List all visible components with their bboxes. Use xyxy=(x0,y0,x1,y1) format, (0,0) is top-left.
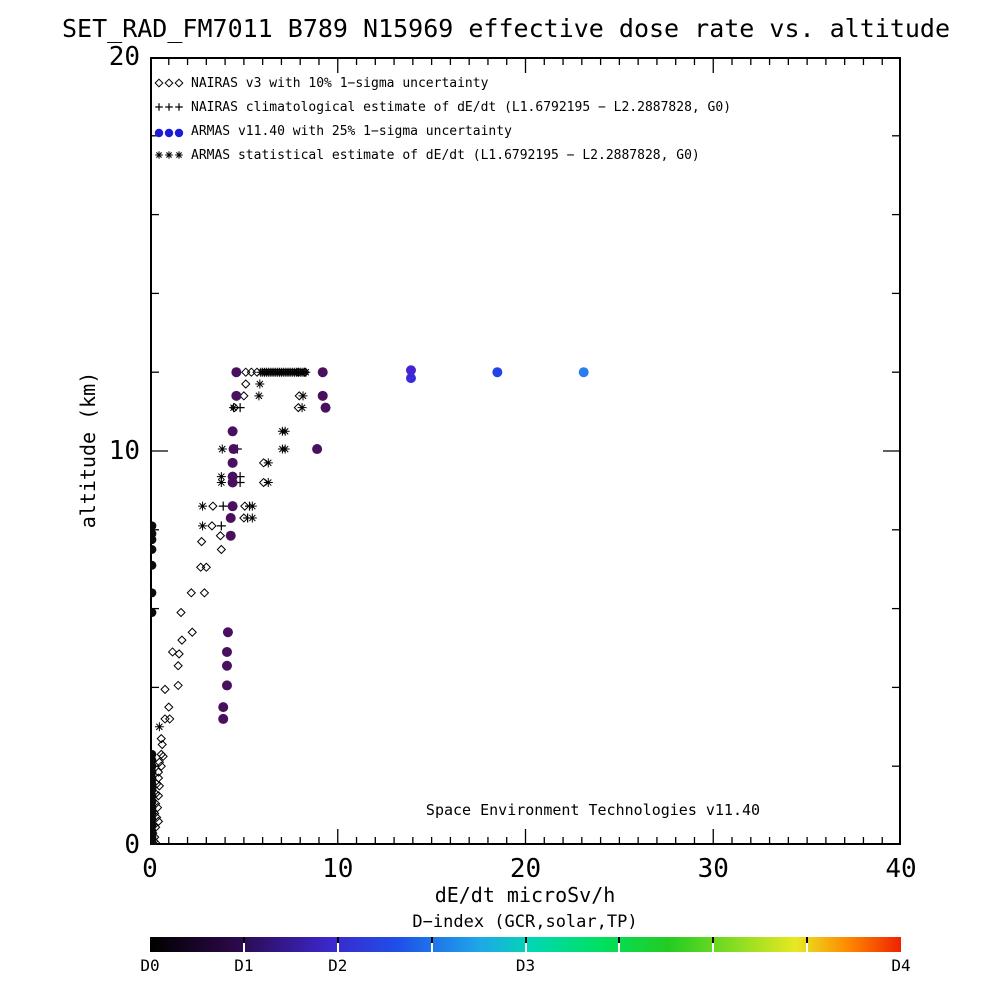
series-armas-statistical xyxy=(154,367,311,732)
colorbar-tick xyxy=(430,937,433,943)
legend-row-armas-statistical: ARMAS statistical estimate of dE/dt (L1.… xyxy=(152,143,731,167)
x-tick-label: 30 xyxy=(697,854,729,884)
x-tick-label: 40 xyxy=(885,854,917,884)
x-tick-label: 10 xyxy=(322,854,354,884)
legend: NAIRAS v3 with 10% 1−sigma uncertainty N… xyxy=(152,71,731,167)
colorbar-separator xyxy=(430,937,433,952)
colorbar-separator xyxy=(712,937,715,952)
x-axis-label: dE/dt microSv/h xyxy=(434,883,616,907)
colorbar xyxy=(150,937,901,952)
legend-row-armas-v11: ARMAS v11.40 with 25% 1−sigma uncertaint… xyxy=(152,119,731,143)
series-armas-v11-40-d2-blue- xyxy=(492,367,503,378)
colorbar-tick-label: D0 xyxy=(140,956,160,975)
legend-label: ARMAS v11.40 with 25% 1−sigma uncertaint… xyxy=(191,123,512,139)
colorbar-separator xyxy=(524,937,527,952)
y-tick-label: 10 xyxy=(108,436,140,466)
legend-label: NAIRAS v3 with 10% 1−sigma uncertainty xyxy=(191,75,489,91)
plot-svg xyxy=(150,57,901,845)
legend-label: NAIRAS climatological estimate of dE/dt … xyxy=(191,99,732,115)
series-armas-v11-40-d1-d2-violet- xyxy=(405,365,416,376)
asterisk-marker-icon xyxy=(155,151,183,159)
colorbar-tick xyxy=(524,937,527,943)
legend-row-nairas-climatological: NAIRAS climatological estimate of dE/dt … xyxy=(152,95,731,119)
diamond-marker-icon xyxy=(154,78,184,88)
watermark-text: Space Environment Technologies v11.40 xyxy=(425,801,761,819)
x-tick-label: 20 xyxy=(509,854,542,884)
chart-title: SET_RAD_FM7011 B789 N15969 effective dos… xyxy=(62,14,951,43)
plus-marker-icon xyxy=(155,103,183,111)
series-armas-v11-40-d2-light-blue- xyxy=(578,367,589,378)
colorbar-separator xyxy=(806,937,809,952)
colorbar-tick xyxy=(806,937,809,943)
colorbar-separator xyxy=(242,937,245,952)
y-tick-label: 0 xyxy=(124,830,140,860)
y-tick-label: 20 xyxy=(108,42,140,72)
series-nairas-v3 xyxy=(150,367,310,845)
colorbar-tick-label: D1 xyxy=(234,956,254,975)
colorbar-tick xyxy=(336,937,339,943)
colorbar-tick-label: D2 xyxy=(328,956,348,975)
colorbar-separator xyxy=(336,937,339,952)
series-armas-v11-40-d1-purple- xyxy=(218,367,331,724)
x-tick-label: 0 xyxy=(142,854,158,884)
colorbar-tick xyxy=(242,937,245,943)
series-armas-v11-40-d0-black- xyxy=(150,521,157,845)
colorbar-label: D−index (GCR,solar,TP) xyxy=(412,912,638,932)
colorbar-tick xyxy=(712,937,715,943)
colorbar-tick xyxy=(618,937,621,943)
plot-area: NAIRAS v3 with 10% 1−sigma uncertainty N… xyxy=(150,57,901,845)
colorbar-tick-label: D4 xyxy=(891,956,911,975)
series-armas-v11-40-d2-blue-violet- xyxy=(405,373,416,384)
legend-label: ARMAS statistical estimate of dE/dt (L1.… xyxy=(191,147,700,163)
colorbar-tick-label: D3 xyxy=(515,956,536,975)
colorbar-separator xyxy=(618,937,621,952)
circle-marker-icon xyxy=(154,128,184,138)
legend-row-nairas-v3: NAIRAS v3 with 10% 1−sigma uncertainty xyxy=(152,71,731,95)
